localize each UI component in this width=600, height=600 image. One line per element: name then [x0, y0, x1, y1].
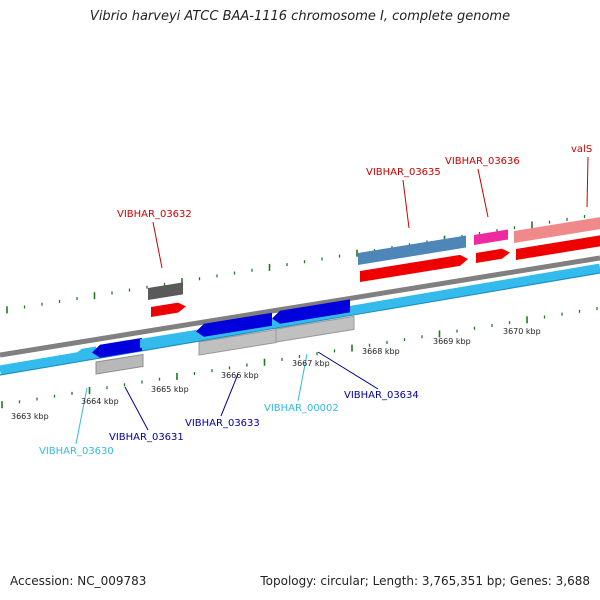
gene-vibhar-03634-gray[interactable]: [275, 315, 355, 343]
gene-vals[interactable]: [516, 235, 600, 260]
gene-label[interactable]: VIBHAR_03631: [109, 432, 184, 443]
gene-vibhar-03632-gray[interactable]: [148, 282, 183, 300]
leader-line: [402, 179, 410, 229]
leader-line: [152, 221, 163, 269]
gene-labels[interactable]: VIBHAR_03632 VIBHAR_03635 VIBHAR_03636 valS…: [39, 144, 592, 457]
genome-summary-text: Topology: circular; Length: 3,765,351 bp…: [260, 574, 590, 588]
kbp-label: 3670 kbp: [503, 327, 541, 336]
scale-labels: 3663 kbp 3664 kbp 3665 kbp 3666 kbp 3667 kbp…: [11, 327, 541, 421]
leader-line: [477, 168, 489, 218]
kbp-label: 3669 kbp: [433, 337, 471, 346]
gene-vibhar-03631-gray[interactable]: [95, 353, 144, 375]
gene-vibhar-00002-cyan[interactable]: [140, 329, 200, 348]
kbp-label: 3667 kbp: [292, 359, 330, 368]
gene-vibhar-03630-cyan[interactable]: [74, 346, 96, 358]
gene-vibhar-03633-gray[interactable]: [198, 328, 277, 356]
gene-label[interactable]: VIBHAR_03632: [117, 209, 192, 220]
gene-label[interactable]: VIBHAR_03636: [445, 156, 520, 167]
gene-features[interactable]: [74, 217, 600, 375]
gene-label[interactable]: VIBHAR_03630: [39, 446, 114, 457]
leader-line: [124, 386, 149, 431]
leader-line: [75, 387, 88, 445]
accession-text: Accession: NC_009783: [10, 574, 147, 588]
backbone-reverse-edge: [0, 272, 600, 376]
leader-line: [586, 156, 589, 208]
gene-label[interactable]: valS: [571, 144, 592, 155]
kbp-label: 3665 kbp: [151, 385, 189, 394]
leader-line: [317, 351, 379, 390]
leader-line: [220, 373, 239, 417]
label-leaders: [75, 156, 589, 445]
gene-label[interactable]: VIBHAR_03634: [344, 390, 419, 401]
gene-vibhar-03633[interactable]: [196, 312, 272, 337]
gene-vibhar-03632[interactable]: [151, 302, 186, 317]
gene-vibhar-03635[interactable]: [360, 254, 468, 282]
gene-vibhar-03636[interactable]: [476, 248, 510, 263]
kbp-label: 3664 kbp: [81, 397, 119, 406]
kbp-label: 3666 kbp: [221, 371, 259, 380]
gene-label[interactable]: VIBHAR_00002: [264, 403, 339, 414]
gene-vibhar-03636-pink[interactable]: [474, 229, 508, 245]
backbone-forward-strand: [0, 255, 600, 358]
kbp-label: 3663 kbp: [11, 412, 49, 421]
gene-label[interactable]: VIBHAR_03633: [185, 418, 260, 429]
gene-label[interactable]: VIBHAR_03635: [366, 167, 441, 178]
gene-vibhar-03635-steel[interactable]: [358, 235, 466, 265]
gene-vals-pink[interactable]: [514, 217, 600, 243]
gene-vibhar-03631[interactable]: [92, 337, 142, 358]
leader-line: [297, 353, 308, 402]
gene-vibhar-03634[interactable]: [272, 299, 350, 324]
kbp-label: 3668 kbp: [362, 347, 400, 356]
map-title: Vibrio harveyi ATCC BAA-1116 chromosome …: [89, 9, 511, 24]
